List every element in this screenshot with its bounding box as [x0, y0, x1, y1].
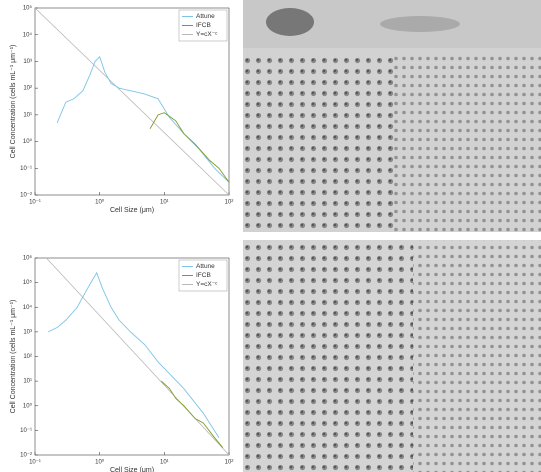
y-tick-label: 10³: [23, 59, 32, 65]
y-tick-label: 10⁴: [23, 31, 33, 38]
x-axis-label: Cell Size (μm): [110, 467, 154, 472]
legend-label: Attune: [196, 13, 215, 20]
y-tick-label: 10⁵: [23, 279, 33, 286]
legend-label: IFCB: [196, 272, 211, 279]
x-tick-label: 10¹: [160, 460, 169, 466]
legend-label: Y=cX⁻ᶜ: [196, 31, 218, 38]
y-tick-label: 10⁻¹: [20, 428, 32, 434]
x-tick-label: 10⁰: [95, 199, 105, 206]
x-tick-label: 10¹: [160, 200, 169, 206]
y-tick-label: 10⁻¹: [20, 166, 32, 172]
x-tick-label: 10⁻¹: [29, 460, 41, 466]
y-axis-label: Cell Concentration (cells mL⁻¹ μm⁻¹): [10, 300, 17, 414]
y-tick-label: 10³: [23, 329, 32, 335]
y-tick-label: 10⁻²: [20, 453, 32, 459]
y-tick-label: 10¹: [23, 379, 32, 385]
figure: 10⁻¹10⁰10¹10²10⁻²10⁻¹10⁰10¹10²10³10⁴10⁵C…: [0, 0, 541, 472]
y-tick-label: 10⁰: [23, 138, 33, 145]
y-tick-label: 10⁰: [23, 402, 33, 409]
y-tick-label: 10⁵: [23, 5, 33, 12]
y-tick-label: 10⁴: [23, 304, 33, 311]
x-tick-label: 10⁻¹: [29, 200, 41, 206]
x-tick-label: 10²: [225, 200, 234, 206]
x-tick-label: 10²: [225, 460, 234, 466]
legend-label: Attune: [196, 263, 215, 270]
legend-label: Y=cX⁻ᶜ: [196, 281, 218, 288]
x-axis-label: Cell Size (μm): [110, 207, 154, 214]
y-tick-label: 10¹: [23, 112, 32, 118]
mosaic-bottom: [243, 240, 541, 472]
y-axis-label: Cell Concentration (cells mL⁻¹ μm⁻¹): [10, 45, 17, 159]
y-tick-label: 10⁻²: [20, 193, 32, 199]
mosaic-top: [243, 0, 541, 232]
legend-label: IFCB: [196, 22, 211, 29]
y-tick-label: 10²: [23, 354, 32, 360]
y-tick-label: 10²: [23, 86, 32, 92]
x-tick-label: 10⁰: [95, 459, 105, 466]
y-tick-label: 10⁶: [23, 255, 33, 262]
